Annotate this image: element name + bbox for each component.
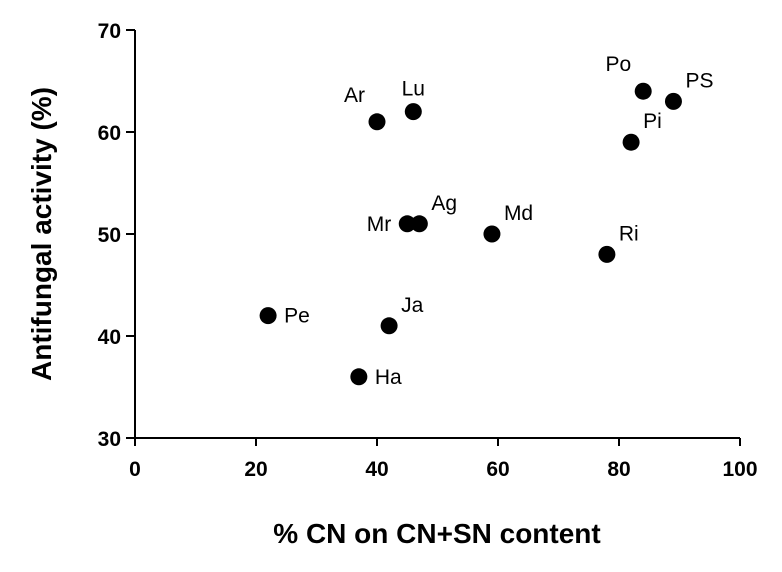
point-ja	[380, 317, 398, 335]
x-tick-label-100: 100	[722, 458, 757, 481]
point-label-ha: Ha	[375, 366, 402, 389]
x-tick-label-20: 20	[244, 458, 267, 481]
point-label-pe: Pe	[284, 305, 310, 328]
point-label-po: Po	[606, 53, 632, 76]
x-tick-label-0: 0	[129, 458, 141, 481]
point-ri	[598, 245, 616, 263]
y-tick-label-30: 30	[98, 428, 121, 451]
point-mr	[398, 215, 416, 233]
point-label-lu: Lu	[402, 78, 425, 101]
point-ag	[410, 215, 428, 233]
x-tick-label-40: 40	[365, 458, 388, 481]
point-ps	[664, 92, 682, 110]
x-tick-label-80: 80	[607, 458, 630, 481]
point-pi	[622, 133, 640, 151]
y-tick-label-40: 40	[98, 326, 121, 349]
point-label-md: Md	[504, 202, 533, 225]
y-axis-title: Antifungal activity (%)	[26, 87, 57, 381]
y-tick-label-50: 50	[98, 224, 121, 247]
point-label-ja: Ja	[401, 294, 424, 317]
data-points	[259, 82, 682, 386]
x-tick-label-60: 60	[486, 458, 509, 481]
point-ha	[350, 368, 368, 386]
x-axis-title: % CN on CN+SN content	[273, 518, 600, 549]
point-lu	[404, 103, 422, 121]
point-label-ps: PS	[685, 69, 713, 92]
point-po	[634, 82, 652, 100]
point-ar	[368, 113, 386, 131]
point-label-ar: Ar	[344, 84, 365, 107]
point-label-ri: Ri	[619, 222, 639, 245]
point-pe	[259, 307, 277, 325]
y-tick-label-70: 70	[98, 20, 121, 43]
point-label-pi: Pi	[643, 110, 662, 133]
point-label-mr: Mr	[367, 213, 392, 236]
point-label-ag: Ag	[431, 192, 457, 215]
data-point-labels: Pe Ha Ar Ja Mr Lu Ag Md Ri Pi Po PS	[284, 53, 713, 389]
y-tick-label-60: 60	[98, 122, 121, 145]
point-md	[483, 225, 501, 243]
axis-ticks: 0 20 40 60 80 100 30 40 50 60 70	[98, 20, 758, 481]
